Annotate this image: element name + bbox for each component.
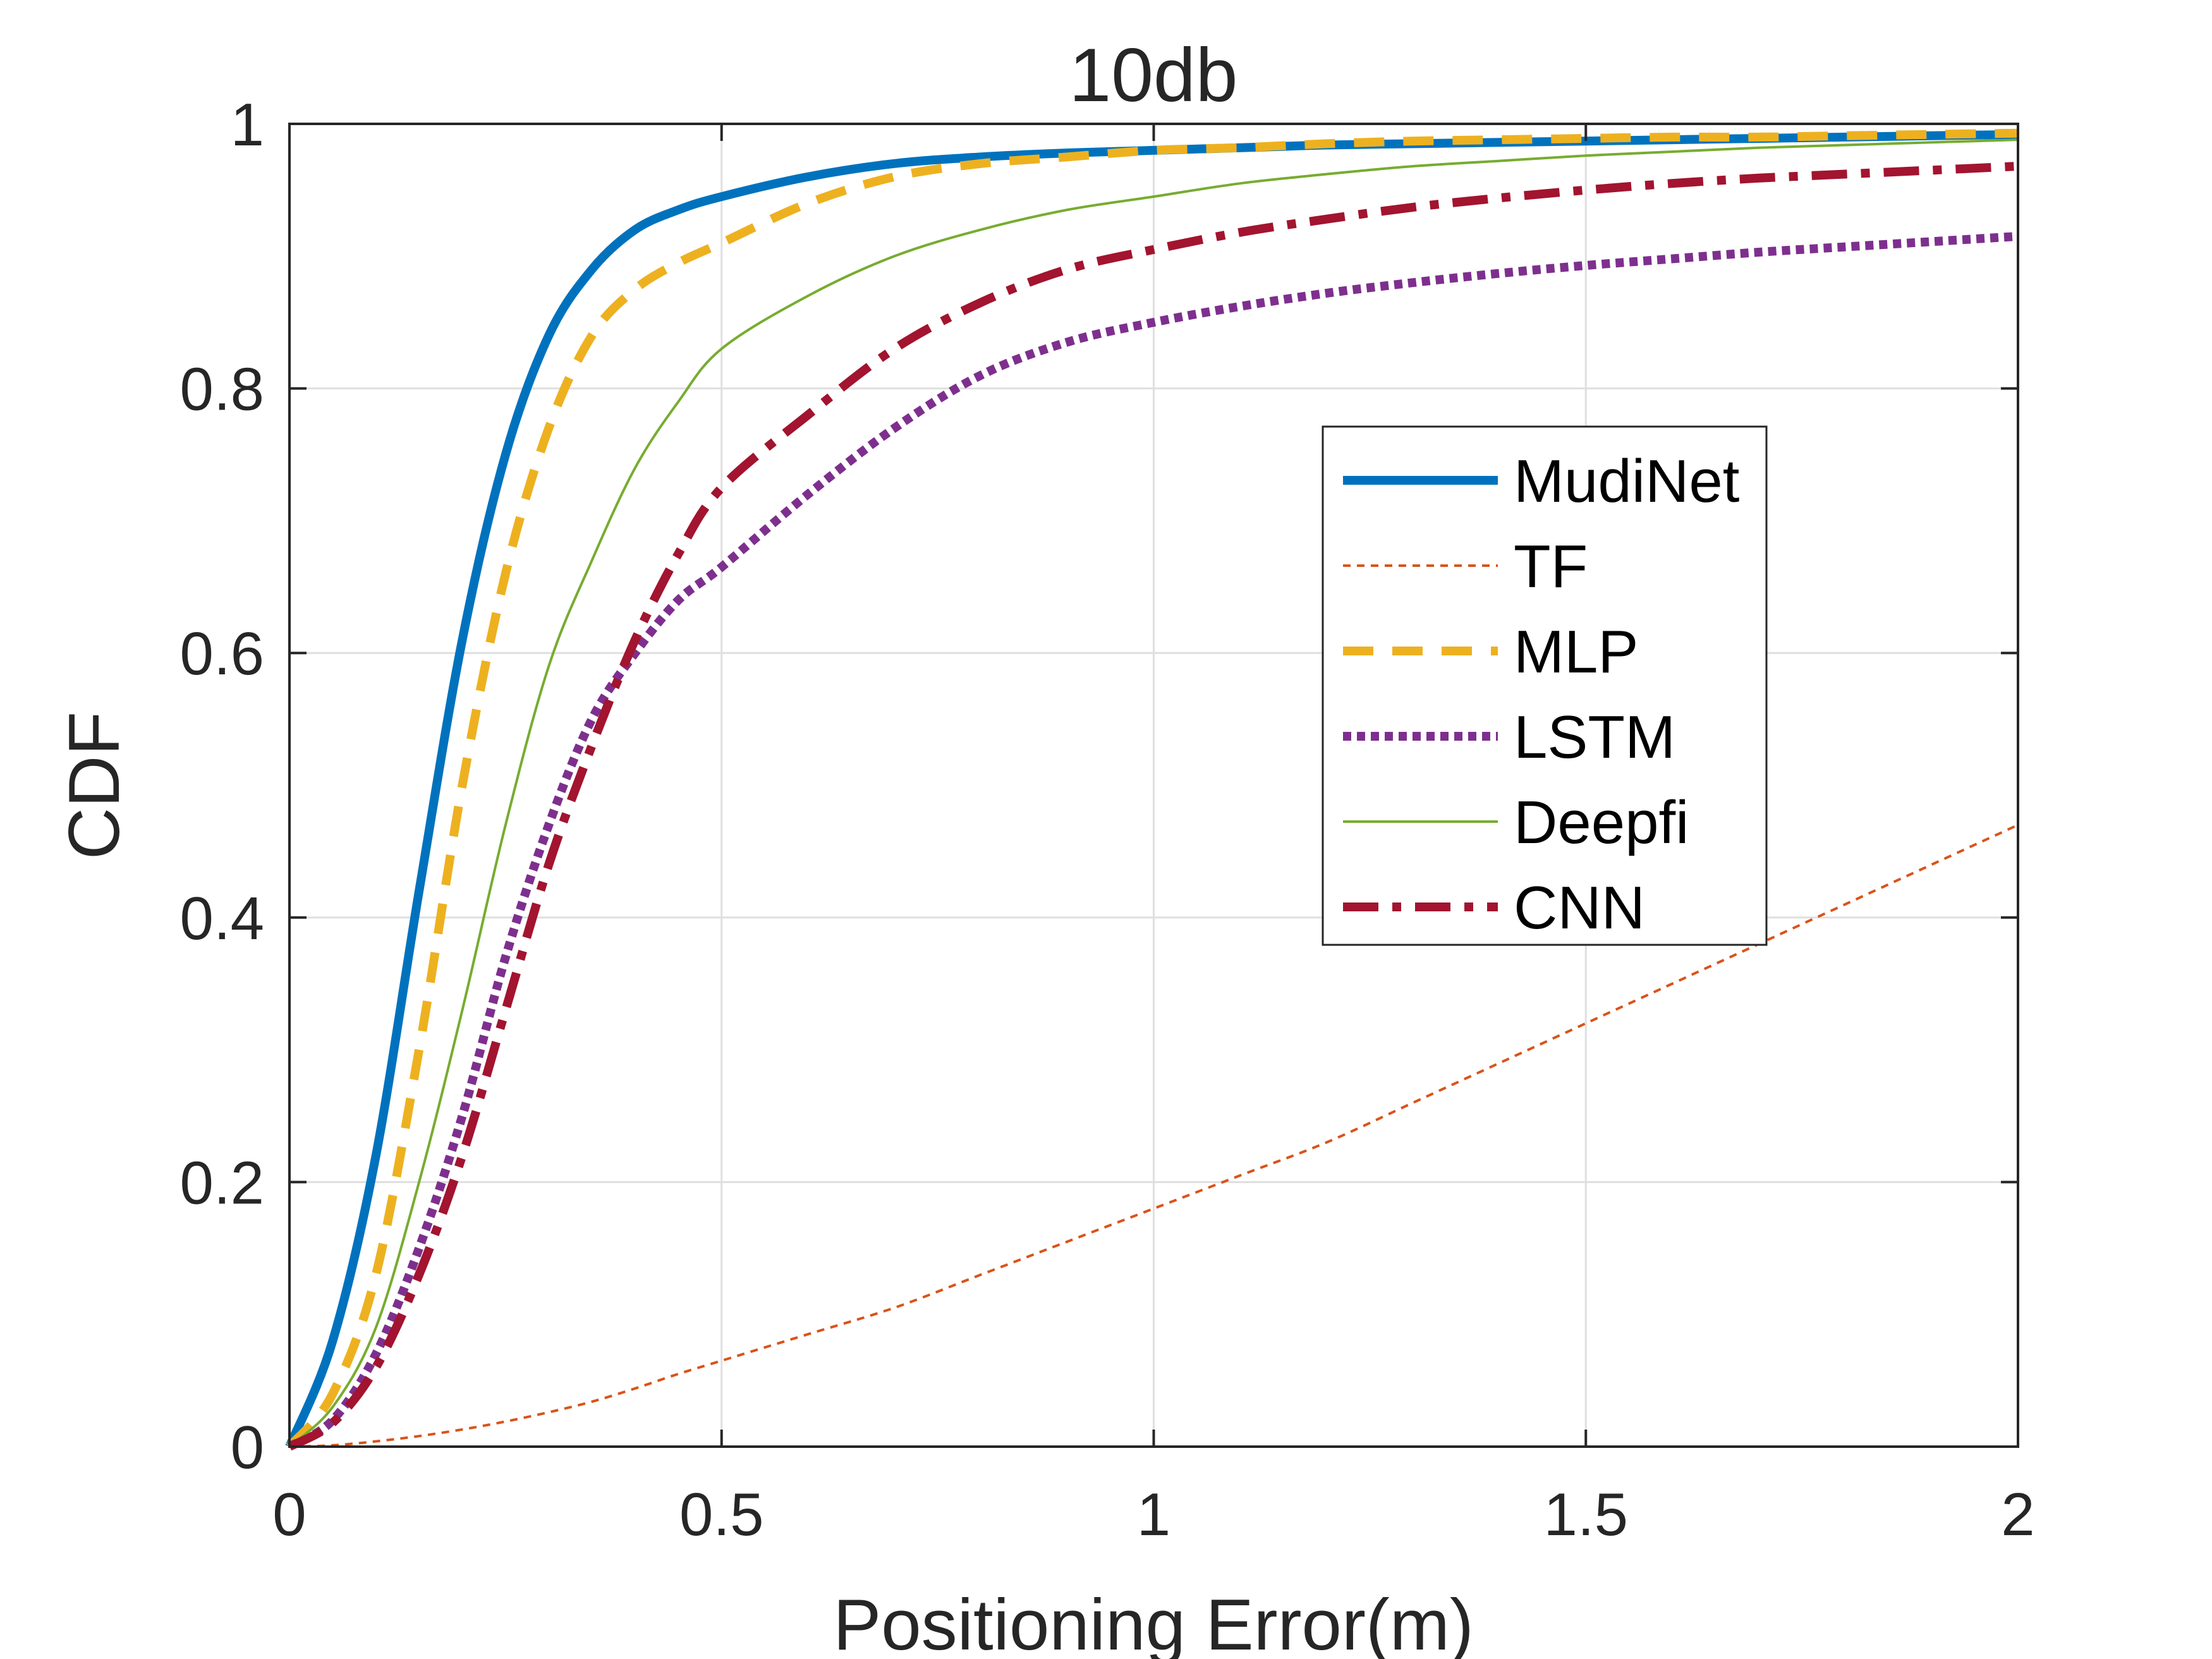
- legend-box: [1322, 425, 1768, 946]
- legend-label-tf: TF: [1514, 533, 1588, 600]
- x-axis-label: Positioning Error(m): [833, 1585, 1474, 1659]
- legend-label-lstm: LSTM: [1514, 703, 1675, 771]
- legend-label-deepfi: Deepfi: [1514, 789, 1689, 856]
- x-tick-label: 0: [272, 1481, 306, 1548]
- x-tick-label: 1.5: [1544, 1481, 1628, 1548]
- y-tick-label: 0.4: [180, 885, 264, 952]
- legend: MudiNet TF MLP LSTM Deepfi CNN: [1322, 425, 1768, 946]
- y-tick-label: 0: [231, 1414, 264, 1481]
- tick-marks: [288, 123, 2019, 1448]
- series-line-deepfi: [288, 138, 2019, 1448]
- legend-label-cnn: CNN: [1514, 874, 1645, 942]
- tick-labels: 0 0.5 1 1.5 2 0 0.2 0.4 0.6 0.8 1: [180, 91, 2035, 1548]
- series-line-cnn: [287, 162, 2019, 1451]
- legend-entries: MudiNet TF MLP LSTM Deepfi CNN: [1343, 447, 1739, 942]
- y-tick-label: 0.2: [180, 1149, 264, 1217]
- chart-title: 10db: [1069, 33, 1238, 118]
- series-line-lstm: [287, 231, 2019, 1451]
- legend-label-mlp: MLP: [1514, 618, 1638, 686]
- legend-label-mudinet: MudiNet: [1514, 447, 1739, 515]
- series-line-mlp: [286, 128, 2019, 1450]
- y-tick-label: 0.8: [180, 356, 264, 423]
- x-tick-label: 0.5: [679, 1481, 763, 1548]
- y-axis-label: CDF: [54, 712, 135, 860]
- series-lines: [285, 128, 2019, 1451]
- series-line-tf: [289, 823, 2019, 1448]
- x-tick-label: 2: [2001, 1481, 2034, 1548]
- x-tick-label: 1: [1137, 1481, 1170, 1548]
- y-tick-label: 1: [231, 91, 264, 159]
- y-tick-label: 0.6: [180, 620, 264, 688]
